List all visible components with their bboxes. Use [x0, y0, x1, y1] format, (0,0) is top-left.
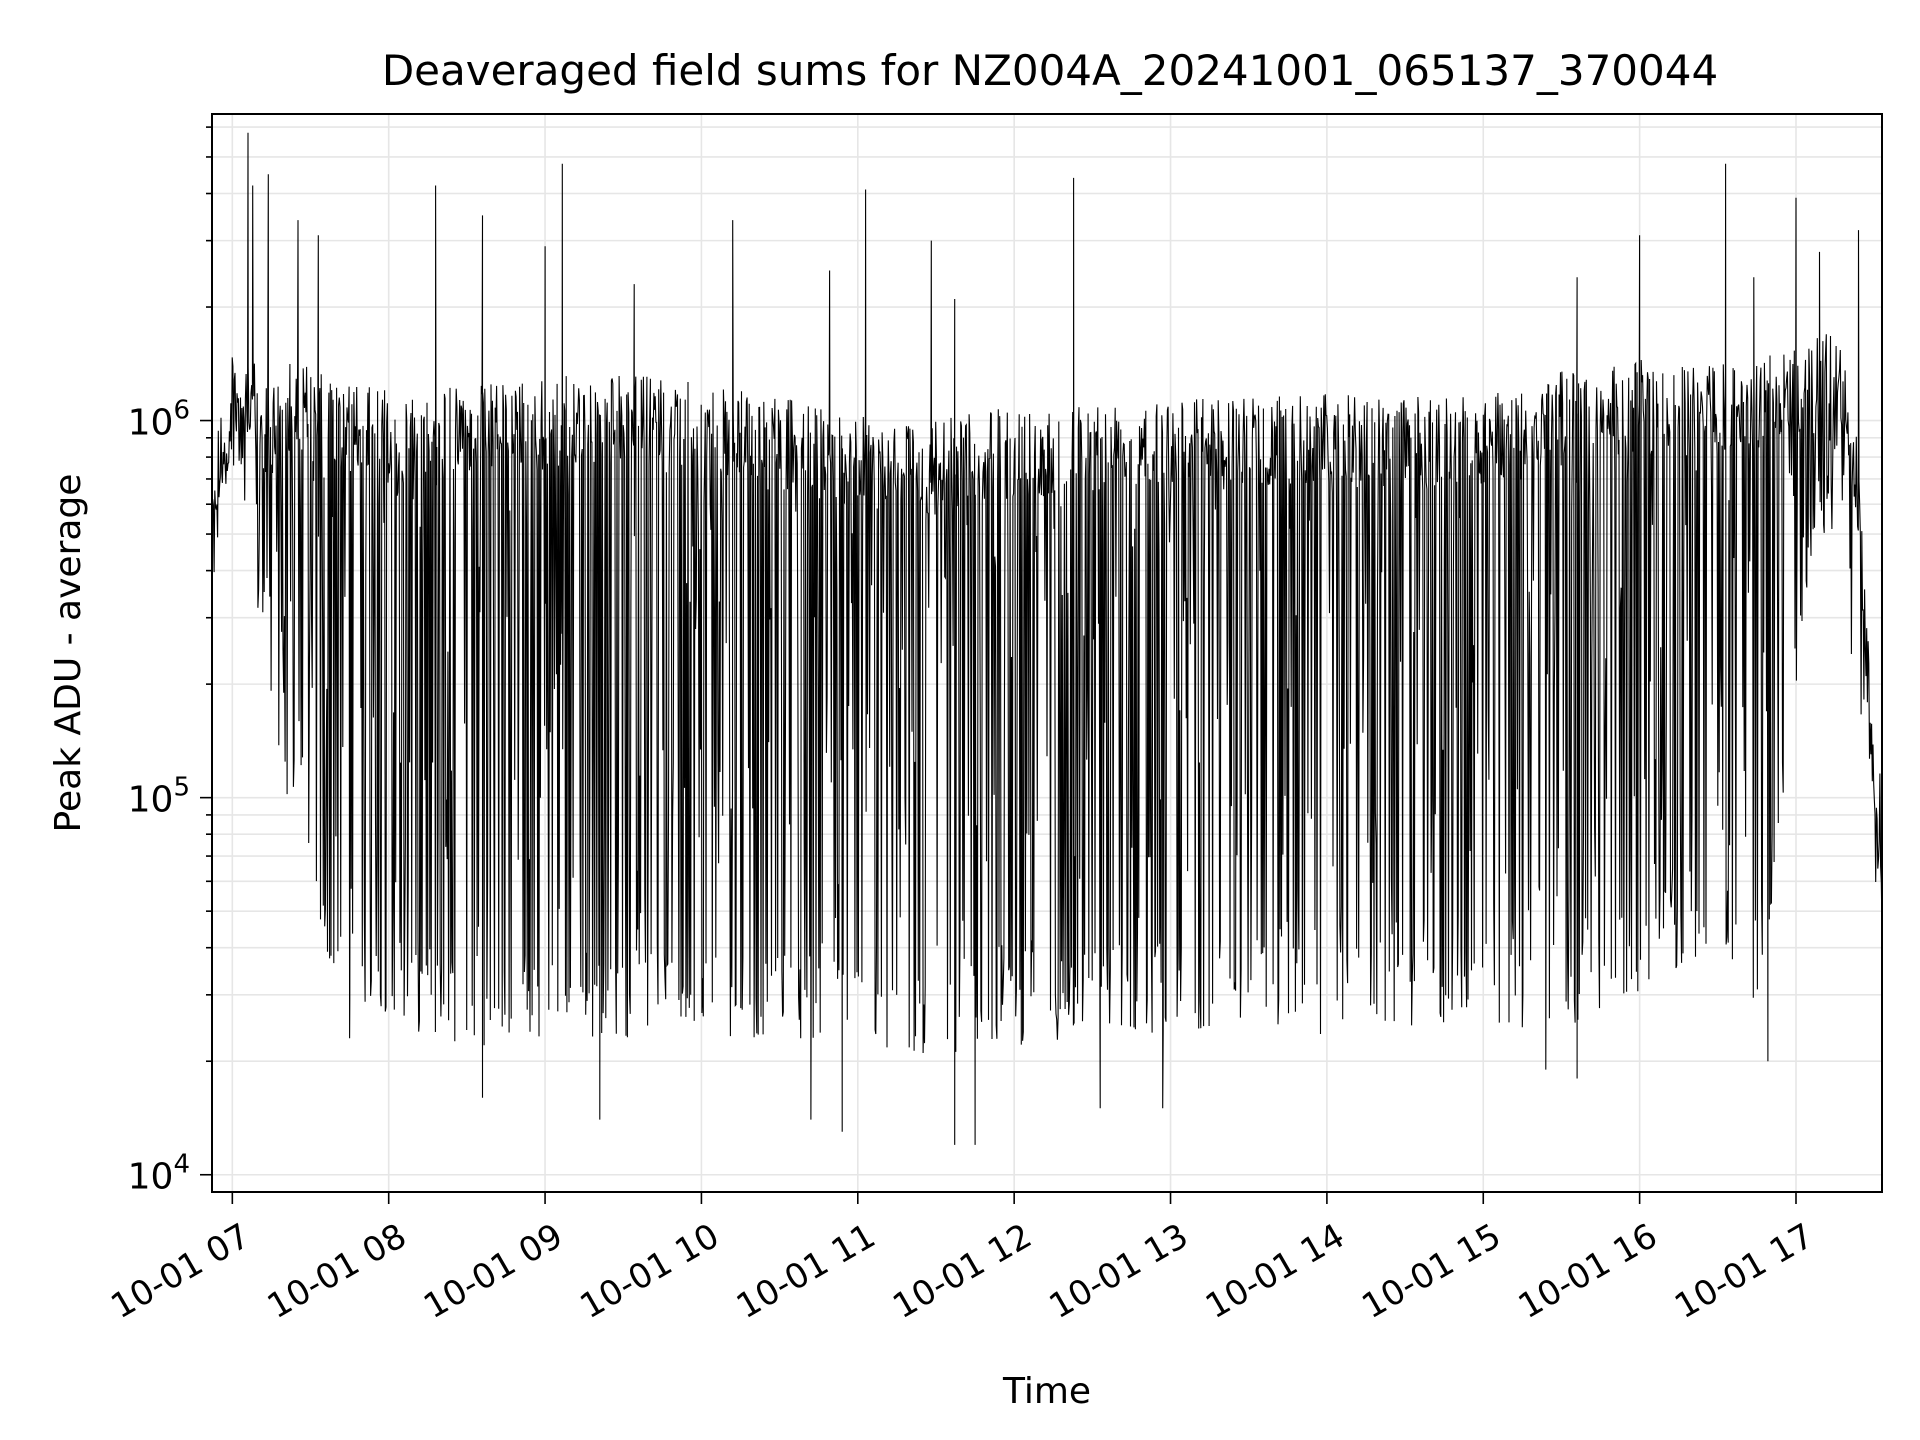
y-tick-label-base: 10	[128, 403, 174, 444]
plot-frame	[211, 113, 1883, 1193]
chart-title: Deaveraged field sums for NZ004A_2024100…	[382, 46, 1718, 95]
y-tick-label-exponent: 6	[173, 396, 190, 426]
y-axis-label: Peak ADU - average	[48, 474, 89, 833]
y-tick-label: 104	[128, 1150, 190, 1198]
series-line	[211, 132, 1883, 1145]
y-tick-label-exponent: 5	[173, 773, 190, 803]
x-axis-label: Time	[1002, 1371, 1091, 1412]
y-tick-label: 105	[128, 773, 190, 821]
y-tick-label: 106	[128, 396, 190, 444]
y-tick-label-base: 10	[128, 1157, 174, 1198]
series-peak-adu	[211, 132, 1883, 1145]
y-tick-label-exponent: 4	[173, 1150, 190, 1180]
y-tick-label-base: 10	[128, 780, 174, 821]
